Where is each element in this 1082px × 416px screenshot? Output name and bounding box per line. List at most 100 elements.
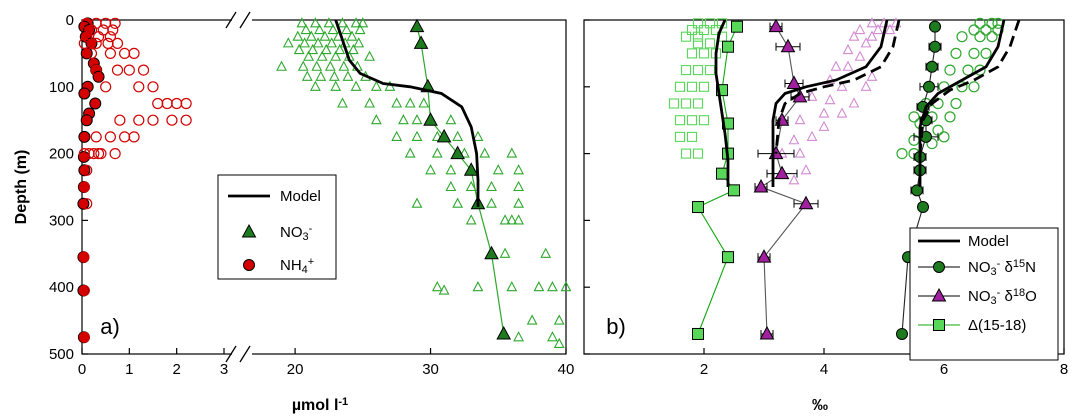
data-point bbox=[484, 245, 499, 260]
data-point bbox=[327, 23, 339, 35]
legend-text-part: 3 bbox=[303, 231, 309, 243]
data-point bbox=[716, 84, 728, 97]
data-point bbox=[111, 64, 124, 76]
data-point bbox=[350, 17, 362, 28]
legend-text-part: NO bbox=[280, 224, 303, 241]
data-point bbox=[90, 131, 102, 143]
x-axis-label-b: ‰ bbox=[812, 397, 828, 414]
data-point bbox=[824, 73, 836, 85]
legend-text-part: δ bbox=[1000, 259, 1013, 276]
data-point bbox=[411, 114, 423, 125]
y-tick-label: 300 bbox=[49, 212, 74, 229]
legend-b-box bbox=[909, 227, 1059, 361]
data-point bbox=[330, 80, 342, 91]
data-point bbox=[692, 18, 704, 29]
data-point bbox=[986, 17, 998, 29]
data-point bbox=[431, 281, 443, 292]
axis-break-mark bbox=[239, 11, 251, 29]
data-point bbox=[704, 38, 716, 49]
data-point bbox=[404, 97, 416, 108]
axis-break-mark bbox=[239, 345, 251, 363]
data-point bbox=[472, 130, 484, 141]
data-point bbox=[472, 281, 484, 292]
x-tick-label: 4 bbox=[820, 361, 828, 378]
data-point bbox=[499, 247, 511, 258]
data-point bbox=[908, 111, 920, 123]
data-point bbox=[944, 64, 956, 76]
data-point bbox=[384, 80, 396, 91]
data-point bbox=[668, 98, 680, 109]
data-point bbox=[77, 197, 90, 210]
y-tick-label: 500 bbox=[49, 346, 74, 363]
data-point bbox=[404, 147, 416, 158]
data-point bbox=[89, 97, 102, 110]
legend-entry-text: Δ(15-18) bbox=[968, 317, 1026, 334]
x-tick-label: 3 bbox=[220, 361, 228, 378]
data-point bbox=[452, 197, 464, 208]
data-point bbox=[350, 80, 362, 91]
data-point bbox=[704, 18, 716, 29]
data-point bbox=[78, 87, 91, 100]
panel-label-b: b) bbox=[606, 314, 626, 339]
data-point bbox=[423, 112, 438, 126]
data-point bbox=[326, 37, 338, 48]
data-point bbox=[92, 31, 105, 43]
data-point bbox=[956, 81, 968, 93]
data-point bbox=[929, 40, 941, 53]
data-point bbox=[980, 24, 992, 36]
data-point bbox=[391, 130, 403, 141]
data-point bbox=[759, 325, 775, 340]
series-model-15n-dashed bbox=[918, 19, 1021, 154]
data-point bbox=[692, 98, 704, 109]
data-point bbox=[320, 43, 332, 55]
data-point bbox=[974, 17, 986, 29]
data-point bbox=[950, 97, 962, 110]
legend-a-box bbox=[217, 174, 337, 280]
data-point bbox=[111, 37, 124, 49]
data-point bbox=[114, 114, 126, 126]
data-point bbox=[860, 80, 872, 91]
data-point bbox=[686, 131, 698, 142]
series-model-18o bbox=[771, 19, 889, 187]
data-point bbox=[370, 80, 382, 91]
data-point bbox=[276, 60, 287, 71]
legend-entry-text: NO3- δ18O bbox=[968, 287, 1037, 307]
data-point bbox=[364, 97, 376, 108]
data-point bbox=[884, 23, 896, 35]
data-point bbox=[540, 247, 552, 258]
data-point bbox=[968, 47, 980, 60]
data-point bbox=[704, 65, 716, 76]
data-point bbox=[506, 214, 518, 225]
data-point bbox=[316, 50, 328, 61]
data-point bbox=[794, 147, 806, 158]
data-point bbox=[411, 197, 423, 208]
series-nh4-data bbox=[78, 17, 192, 343]
data-point bbox=[513, 214, 525, 225]
data-point bbox=[81, 198, 93, 210]
legend-a: Model NO3- NH4+ bbox=[217, 174, 337, 280]
data-point bbox=[674, 81, 686, 92]
data-point bbox=[166, 114, 178, 126]
data-point bbox=[722, 251, 734, 264]
data-point bbox=[315, 70, 327, 81]
data-point bbox=[107, 24, 119, 36]
x-tick-label: 0 bbox=[78, 361, 86, 378]
data-point bbox=[109, 148, 121, 160]
data-point bbox=[911, 184, 923, 197]
legend-text-part: NO bbox=[968, 288, 991, 305]
data-point bbox=[722, 40, 734, 53]
data-point bbox=[85, 47, 98, 60]
data-point bbox=[836, 80, 848, 91]
series-15n-data bbox=[896, 17, 1004, 160]
axis-break-mark bbox=[225, 345, 237, 363]
data-point bbox=[307, 43, 319, 55]
data-point bbox=[128, 131, 140, 143]
data-point bbox=[323, 17, 335, 28]
data-point bbox=[806, 90, 818, 101]
data-point bbox=[698, 24, 710, 36]
data-point bbox=[445, 114, 457, 125]
data-point bbox=[431, 130, 443, 141]
data-point bbox=[680, 31, 692, 42]
data-point bbox=[80, 114, 93, 127]
